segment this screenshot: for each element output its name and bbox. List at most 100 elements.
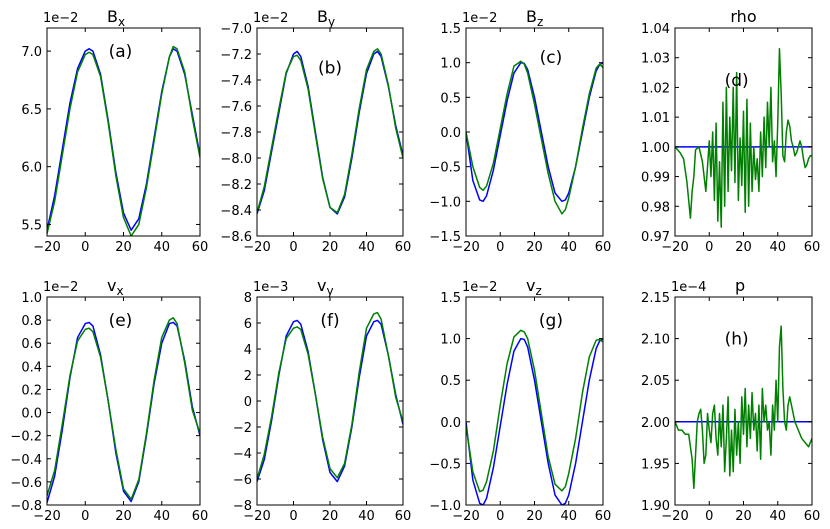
x-tick-label: 60 bbox=[595, 240, 612, 255]
x-tick-label: 40 bbox=[358, 240, 375, 255]
y-tick-label: 2 bbox=[244, 369, 252, 384]
axes-frame bbox=[465, 296, 604, 506]
series-line-reference bbox=[257, 319, 403, 483]
x-tick-label: 20 bbox=[526, 240, 543, 255]
panel-label: (f) bbox=[320, 311, 339, 331]
panel-title: p bbox=[735, 276, 745, 295]
y-tick-label: 0.5 bbox=[440, 91, 461, 106]
x-tick-label: −20 bbox=[452, 509, 479, 524]
y-tick-label: −7.4 bbox=[220, 74, 252, 89]
x-tick-label: 40 bbox=[560, 240, 577, 255]
y-tick-label: 1.0 bbox=[440, 57, 461, 72]
x-tick-label: 40 bbox=[153, 509, 170, 524]
x-tick-label: 0 bbox=[81, 240, 89, 255]
y-tick-label: −0.5 bbox=[429, 457, 461, 472]
y-tick-label: 2.00 bbox=[641, 416, 670, 431]
y-tick-label: 7.0 bbox=[21, 45, 42, 60]
y-tick-label: 0.97 bbox=[641, 230, 670, 245]
x-tick-label: −20 bbox=[243, 509, 270, 524]
scale-factor: 1e−4 bbox=[671, 280, 706, 295]
y-tick-label: −7.2 bbox=[220, 48, 252, 63]
x-tick-label: 40 bbox=[560, 509, 577, 524]
y-tick-label: 2.15 bbox=[641, 291, 670, 306]
x-tick-label: −20 bbox=[33, 509, 60, 524]
panel-label: (d) bbox=[725, 71, 749, 91]
y-tick-label: 2.05 bbox=[641, 374, 670, 389]
y-tick-label: −8 bbox=[233, 499, 252, 514]
x-tick-label: 0 bbox=[81, 509, 89, 524]
panel-label: (b) bbox=[318, 59, 342, 79]
y-tick-label: 6.5 bbox=[21, 103, 42, 118]
panel-title: Bz bbox=[526, 7, 543, 29]
y-tick-label: 1.01 bbox=[641, 111, 670, 126]
series-line-reference bbox=[466, 337, 603, 505]
y-tick-label: 1.0 bbox=[21, 291, 42, 306]
panel-title: Bx bbox=[107, 7, 125, 29]
y-tick-label: 0.8 bbox=[21, 314, 42, 329]
series-line-reference bbox=[47, 48, 200, 231]
y-tick-label: −7.6 bbox=[220, 100, 252, 115]
panel-title: rho bbox=[730, 7, 756, 26]
panel-title: vy bbox=[317, 276, 334, 298]
y-tick-label: −1.5 bbox=[429, 230, 461, 245]
x-tick-label: 20 bbox=[115, 509, 132, 524]
series-line-simulation bbox=[675, 325, 812, 490]
y-tick-label: −0.5 bbox=[429, 161, 461, 176]
x-tick-label: −20 bbox=[243, 240, 270, 255]
y-tick-label: 1.5 bbox=[440, 22, 461, 37]
panel-d: −20 0 20 40 60 0.97 0.98 0.99 1.00 1.01 1.02 1.03 1.… bbox=[641, 7, 820, 255]
y-tick-label: 1.04 bbox=[641, 22, 670, 37]
panel-c: −20 0 20 40 60 −1.5 −1.0 −0.5 0.0 0.5 1.0 1.51e−2 Bz… bbox=[429, 7, 611, 255]
y-tick-label: −1.0 bbox=[429, 499, 461, 514]
y-tick-label: 0.0 bbox=[440, 416, 461, 431]
x-tick-label: −20 bbox=[661, 240, 688, 255]
y-tick-label: −8.4 bbox=[220, 204, 252, 219]
y-tick-label: −8.6 bbox=[220, 230, 252, 245]
panel-a: −20 0 20 40 60 5.5 6.0 6.5 7.0 1e−2 Bx (a) bbox=[21, 7, 208, 255]
y-tick-label: 0.0 bbox=[21, 407, 42, 422]
series-line-simulation bbox=[47, 317, 200, 500]
scale-factor: 1e−2 bbox=[43, 280, 78, 295]
x-tick-label: 20 bbox=[322, 240, 339, 255]
x-tick-label: 0 bbox=[705, 240, 713, 255]
series-line-simulation bbox=[47, 45, 200, 236]
scale-factor: 1e−2 bbox=[462, 11, 497, 26]
y-tick-label: 1.02 bbox=[641, 81, 670, 96]
scale-factor: 1e−2 bbox=[462, 280, 497, 295]
y-tick-label: 1.0 bbox=[440, 333, 461, 348]
y-tick-label: 5.5 bbox=[21, 218, 42, 233]
series-line-reference bbox=[47, 321, 200, 503]
y-tick-label: −8.2 bbox=[220, 178, 252, 193]
x-tick-label: 0 bbox=[289, 509, 297, 524]
y-tick-label: −0.8 bbox=[10, 499, 42, 514]
x-tick-label: 20 bbox=[735, 509, 752, 524]
y-tick-label: 2.10 bbox=[641, 333, 670, 348]
x-tick-label: 60 bbox=[595, 509, 612, 524]
y-tick-label: −6 bbox=[233, 473, 252, 488]
y-tick-label: 4 bbox=[244, 343, 252, 358]
y-tick-label: 0.4 bbox=[21, 360, 42, 375]
panel-title: vz bbox=[526, 276, 542, 298]
y-tick-label: 1.90 bbox=[641, 499, 670, 514]
y-tick-label: 8 bbox=[244, 291, 252, 306]
series-line-simulation bbox=[466, 329, 603, 493]
x-tick-label: 40 bbox=[358, 509, 375, 524]
x-tick-label: 40 bbox=[769, 509, 786, 524]
x-tick-label: 20 bbox=[526, 509, 543, 524]
x-tick-label: 40 bbox=[153, 240, 170, 255]
axes-frame bbox=[674, 296, 813, 506]
y-tick-label: 1.95 bbox=[641, 457, 670, 472]
series-line-simulation bbox=[257, 311, 403, 480]
panel-label: (e) bbox=[109, 311, 133, 331]
x-tick-label: 0 bbox=[496, 240, 504, 255]
y-tick-label: 1.00 bbox=[641, 141, 670, 156]
panel-b: −20 0 20 40 60 −8.6 −8.4 −8.2 −8.0 −7.8 −7.6 −7.4 −7… bbox=[220, 7, 411, 255]
y-tick-label: −2 bbox=[233, 421, 252, 436]
x-tick-label: 60 bbox=[192, 240, 209, 255]
scale-factor: 1e−2 bbox=[43, 11, 78, 26]
x-tick-label: 60 bbox=[395, 240, 412, 255]
x-tick-label: 40 bbox=[769, 240, 786, 255]
y-tick-label: 1.5 bbox=[440, 291, 461, 306]
